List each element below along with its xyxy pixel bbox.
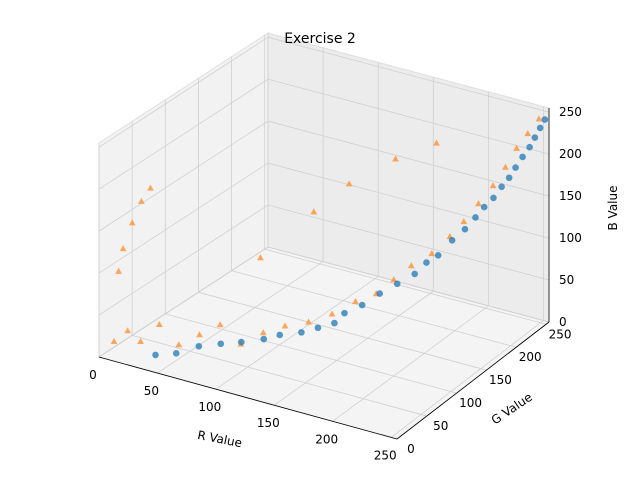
- circle-point: [331, 319, 338, 327]
- y-axis-label: G Value: [489, 390, 535, 427]
- z-tick-label: 100: [559, 231, 582, 245]
- circle-point: [461, 225, 469, 233]
- circle-point: [260, 335, 268, 343]
- x-tick-label: 150: [257, 416, 280, 430]
- z-tick-label: 0: [559, 315, 567, 329]
- y-tick-label: 100: [459, 396, 482, 410]
- triangle-point: [460, 218, 468, 225]
- circle-point: [376, 290, 384, 297]
- z-grid-line: [98, 120, 550, 232]
- x-tick-label: 50: [144, 384, 159, 398]
- z-tick-label: 50: [559, 273, 574, 287]
- triangle-point: [115, 267, 123, 274]
- circle-point: [298, 329, 305, 336]
- chart-title: Exercise 2: [284, 31, 356, 47]
- circle-point: [512, 164, 519, 171]
- triangle-point: [328, 310, 336, 317]
- triangle-point: [156, 320, 163, 327]
- z-tick-label: 250: [559, 105, 582, 119]
- z-tick-label: 200: [559, 147, 582, 161]
- triangle-point: [428, 249, 436, 257]
- circle-point: [498, 183, 505, 191]
- x-tick-label: 100: [198, 400, 221, 414]
- triangle-point: [475, 200, 482, 207]
- y-tick-label: 200: [519, 350, 542, 364]
- y-tick-label: 50: [433, 419, 448, 433]
- triangle-point: [137, 337, 145, 345]
- circle-point: [358, 301, 366, 309]
- circle-point: [519, 153, 526, 161]
- circle-point: [531, 134, 539, 141]
- circle-point: [480, 203, 488, 211]
- circle-point: [314, 324, 322, 332]
- circle-point: [393, 280, 401, 288]
- circle-point: [505, 174, 513, 182]
- triangle-point: [502, 163, 509, 170]
- triangle-point: [390, 276, 398, 283]
- triangle-point: [352, 297, 359, 305]
- triangle-point: [128, 219, 136, 226]
- x-tick-label: 200: [315, 432, 338, 446]
- circle-point: [411, 270, 419, 278]
- triangle-point: [110, 337, 118, 344]
- circle-point: [423, 259, 430, 266]
- z-grid-line: [98, 246, 550, 358]
- circle-point: [526, 143, 533, 151]
- x-tick-label: 0: [89, 368, 97, 382]
- triangle-point: [147, 184, 154, 191]
- triangle-point: [119, 244, 127, 252]
- z-grid-line: [98, 204, 550, 316]
- triangle-point: [257, 254, 264, 261]
- triangle-point: [392, 155, 399, 162]
- axis-edges: [98, 108, 550, 440]
- circle-point: [217, 340, 225, 348]
- circle-point: [536, 124, 544, 132]
- triangle-point: [196, 331, 203, 338]
- y-tick-label: 0: [407, 442, 415, 456]
- triangle-point: [259, 329, 267, 336]
- circle-point: [195, 342, 203, 350]
- circle-point: [448, 237, 456, 244]
- z-tick-label: 150: [559, 189, 582, 203]
- circle-point: [472, 214, 479, 221]
- x-axis-label: R Value: [196, 428, 243, 450]
- circle-point: [238, 338, 245, 346]
- triangle-point: [345, 180, 353, 187]
- z-grid-line: [98, 36, 550, 148]
- triangle-point: [433, 139, 440, 146]
- z-axis-label: B Value: [606, 186, 620, 231]
- y-axis-line: [396, 321, 550, 440]
- circle-point: [172, 350, 180, 357]
- triangle-point: [407, 262, 415, 269]
- circle-point: [490, 194, 497, 202]
- triangle-point: [489, 182, 497, 189]
- z-grid-line: [98, 162, 550, 274]
- triangle-point: [137, 197, 145, 204]
- y-tick-label: 150: [489, 373, 512, 387]
- triangle-point: [175, 341, 183, 348]
- triangle-point: [513, 144, 521, 151]
- triangle-point: [310, 208, 318, 215]
- x-tick-label: 250: [374, 448, 397, 462]
- circle-point: [341, 309, 348, 317]
- circle-point: [276, 331, 284, 339]
- triangle-point: [524, 130, 532, 137]
- triangle-point: [216, 321, 224, 328]
- z-grid-line: [98, 78, 550, 190]
- circle-point: [434, 252, 442, 259]
- x-axis-line: [98, 356, 398, 440]
- y-tick-label: 250: [549, 327, 572, 341]
- triangle-point: [535, 115, 543, 122]
- circle-point: [541, 116, 549, 123]
- data-marks: [110, 115, 549, 359]
- circle-point: [152, 351, 159, 359]
- triangle-point: [124, 327, 132, 334]
- triangle-point: [305, 318, 312, 325]
- triangle-point: [281, 322, 289, 329]
